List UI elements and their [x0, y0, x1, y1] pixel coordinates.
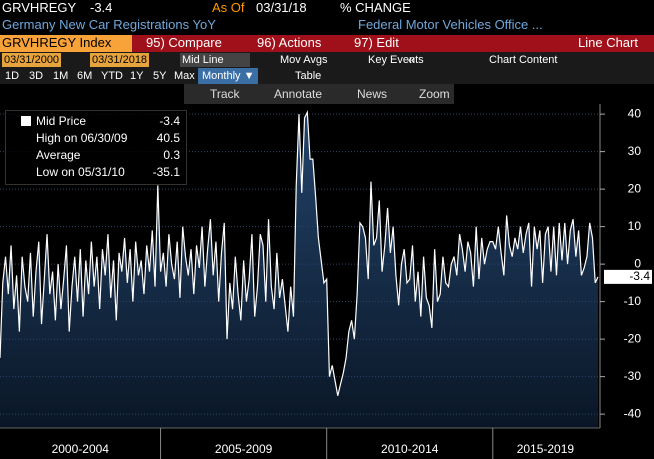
start-date[interactable]: 03/31/2000	[2, 53, 62, 67]
last-value: -3.4	[90, 0, 113, 15]
range[interactable]: 1M	[53, 70, 69, 82]
y-tick-label: 10	[628, 219, 642, 233]
legend-label: Average	[36, 148, 81, 162]
frequency[interactable]: Monthly ▼	[198, 68, 259, 84]
key-events[interactable]: Key Events	[368, 54, 424, 66]
tool[interactable]: Annotate	[274, 87, 323, 101]
line	[0, 109, 599, 396]
date-row: 03/31/2000 03/31/2018 Mid Line Mov Avgs …	[0, 52, 654, 68]
security[interactable]: GRVHREGY Index	[0, 35, 132, 52]
legend-value: -3.4	[159, 114, 180, 128]
legend-value: 0.3	[163, 148, 180, 162]
last-value-tag	[604, 269, 652, 284]
range[interactable]: Max	[174, 70, 195, 82]
range[interactable]: 5Y	[153, 70, 167, 82]
description-row: Germany New Car Registrations YoY Federa…	[0, 17, 654, 34]
line-mode[interactable]: Mid Line	[180, 53, 250, 67]
range-row: 1D 3D 1M 6M YTD 1Y 5Y Max Monthly ▼ Tabl…	[0, 68, 654, 84]
tool[interactable]: Zoom	[419, 87, 450, 101]
y-tick-label: -30	[624, 369, 642, 383]
end-date[interactable]: 03/31/2018	[90, 53, 150, 67]
mov-avgs[interactable]: Mov Avgs	[280, 54, 328, 66]
x-period-label: 2005-2009	[215, 442, 273, 456]
menu-row: GRVHREGY Index 95) Compare 96) Actions 9…	[0, 35, 654, 52]
toolbar-bg	[184, 84, 454, 104]
description: Germany New Car Registrations YoY	[2, 17, 216, 32]
y-tick-label: -10	[624, 294, 642, 308]
as-of-label: As Of	[212, 0, 245, 15]
area-fill	[0, 112, 598, 428]
legend-swatch	[21, 116, 31, 126]
legend-label: Mid Price	[36, 114, 87, 128]
y-tick-label: -40	[624, 406, 642, 420]
last-value-label: -3.4	[629, 269, 650, 283]
range[interactable]: 1D	[5, 70, 20, 82]
y-tick-label: -20	[624, 331, 642, 345]
tool[interactable]: News	[357, 87, 388, 101]
collapse[interactable]: «	[408, 52, 416, 67]
view: Line Chart	[578, 35, 638, 50]
y-tick-label: 40	[628, 106, 642, 120]
y-tick-label: 20	[628, 181, 642, 195]
toolbar: Track Annotate News Zoom	[0, 84, 654, 104]
as-of-date: 03/31/18	[256, 0, 307, 15]
x-period-label: 2010-2014	[381, 442, 439, 456]
menu-item[interactable]: 97) Edit	[354, 35, 399, 50]
x-period-label: 2015-2019	[517, 442, 575, 456]
chart-content[interactable]: Chart Content	[489, 54, 558, 66]
tool[interactable]: Track	[210, 87, 240, 101]
menu-item[interactable]: 95) Compare	[146, 35, 222, 50]
header-row: GRVHREGY -3.4 As Of 03/31/18 % CHANGE	[0, 0, 654, 17]
ticker: GRVHREGY	[2, 0, 77, 15]
table[interactable]: Table	[295, 70, 322, 82]
y-tick-label: 30	[628, 144, 642, 158]
range[interactable]: 3D	[29, 70, 44, 82]
legend: Mid Price -3.4 High on 06/30/09 40.5 Ave…	[5, 110, 187, 185]
range[interactable]: YTD	[101, 70, 123, 82]
source: Federal Motor Vehicles Office ...	[358, 17, 543, 32]
range[interactable]: 1Y	[130, 70, 144, 82]
legend-label: Low on 05/31/10	[36, 165, 125, 179]
legend-value: -35.1	[152, 165, 180, 179]
legend-label: High on 06/30/09	[36, 131, 128, 145]
range[interactable]: 6M	[77, 70, 93, 82]
legend-value: 40.5	[156, 131, 180, 145]
mode: % CHANGE	[340, 0, 411, 15]
x-period-label: 2000-2004	[52, 442, 110, 456]
menu-item[interactable]: 96) Actions	[257, 35, 322, 50]
y-tick-label: 0	[634, 256, 641, 270]
